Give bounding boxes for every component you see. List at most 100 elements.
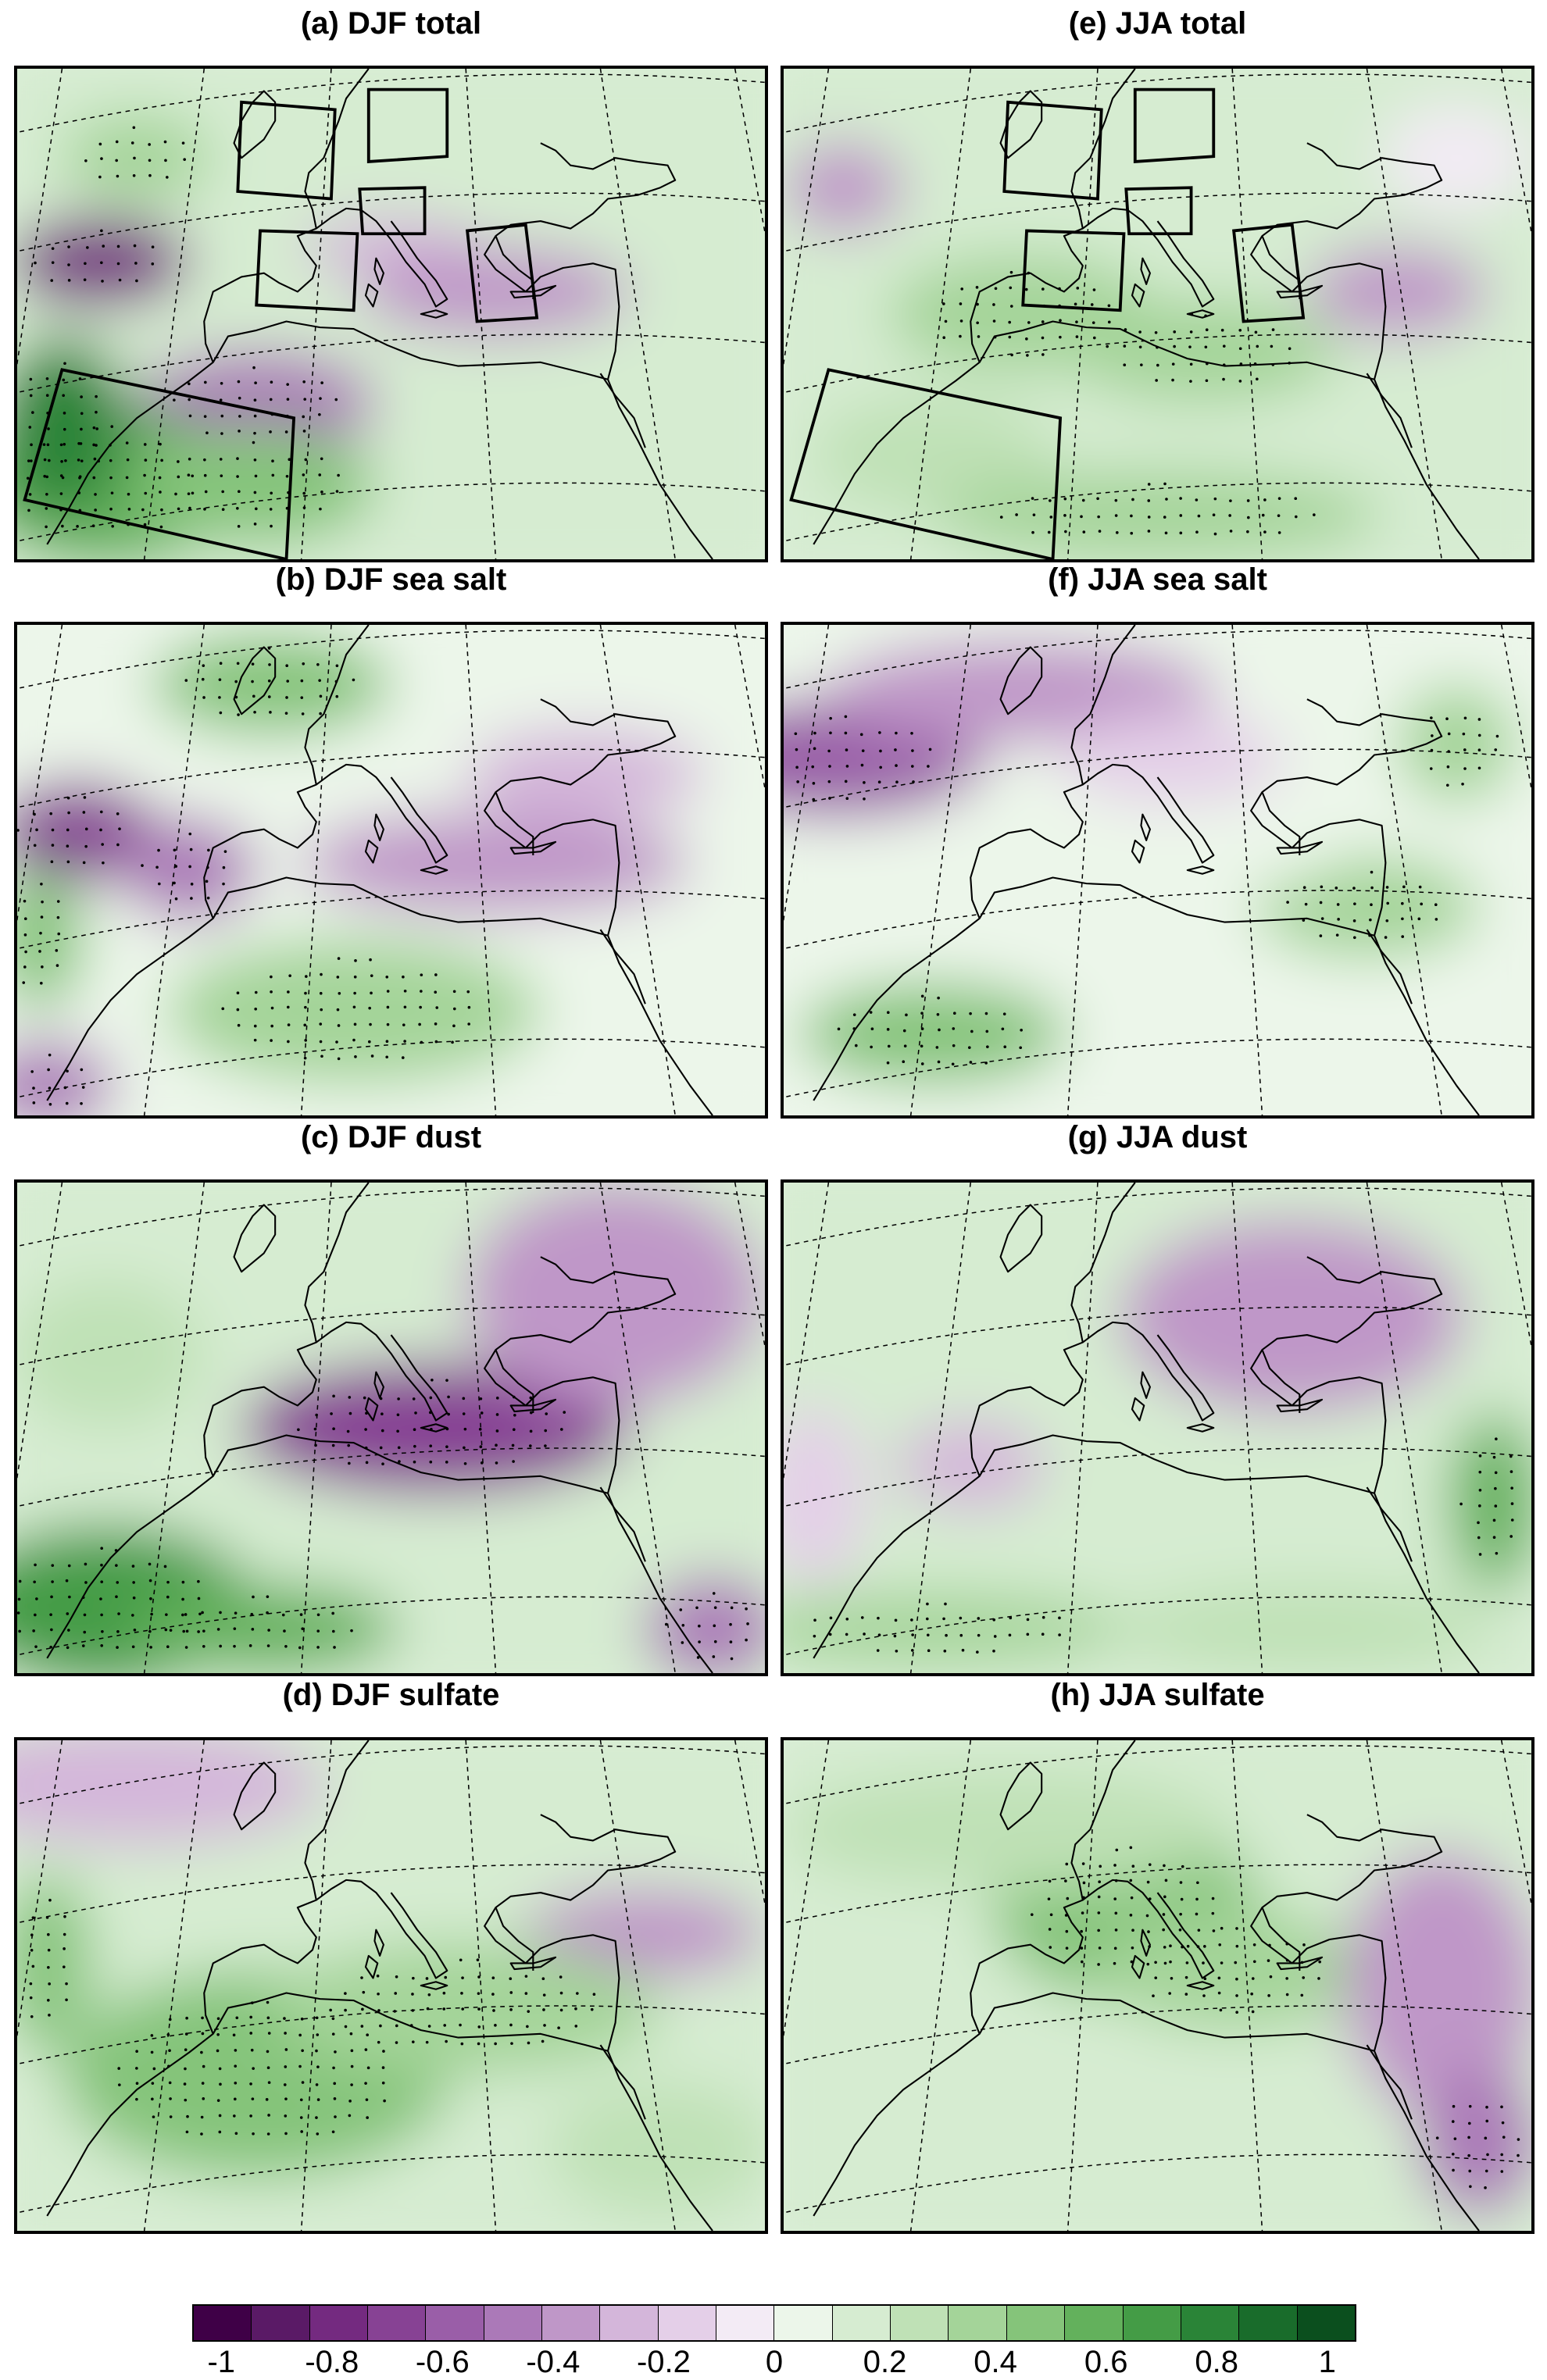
significance-stipple [26, 126, 340, 529]
coastline-segment [999, 1761, 1043, 1831]
anomaly-region [799, 981, 1068, 1086]
map-panel-e [781, 66, 1534, 562]
coastline-segment [495, 1907, 534, 1971]
map-svg-h [784, 1740, 1531, 2231]
coastline-segment [599, 2044, 646, 2120]
anomaly-region [1344, 1851, 1531, 2120]
colorbar-bin [657, 2306, 716, 2340]
region-box [358, 186, 427, 236]
coastline-segment [1276, 1956, 1324, 1971]
colorbar-bin [1064, 2306, 1123, 2340]
coastline-segment [364, 283, 379, 308]
coastline-segment [999, 646, 1043, 715]
anomaly-region [1067, 298, 1338, 404]
anomaly-region [1120, 1219, 1464, 1413]
coastline-segment [420, 865, 448, 875]
coastline-segment [999, 90, 1043, 159]
map-panel-d [14, 1737, 768, 2234]
coastline-segment [1131, 283, 1145, 308]
panel-title-h: (h) JJA sulfate [1050, 1678, 1265, 1712]
region-box [236, 100, 337, 201]
anomaly-field [17, 1183, 765, 1673]
coastline-segment [495, 791, 534, 855]
map-panel-g [781, 1179, 1534, 1676]
region-box [1133, 87, 1216, 163]
coastline-segment [1250, 698, 1443, 936]
coastline-segment [1070, 1740, 1136, 1900]
colorbar-bin [716, 2306, 774, 2340]
colorbar-bin [599, 2306, 658, 2340]
anomaly-region [784, 1851, 963, 2120]
anomaly-field [784, 69, 1531, 559]
coastline-segment [1140, 257, 1151, 285]
coastline [813, 625, 1480, 1115]
coastline-segment [46, 876, 713, 1115]
panel-title-d: (d) DJF sulfate [282, 1678, 500, 1712]
coastline-segment [373, 813, 384, 841]
coastline-segment [373, 1929, 384, 1957]
coastline [813, 69, 1480, 559]
coastline-segment [46, 1434, 713, 1673]
map-panel-a [14, 66, 768, 562]
panel-title-c: (c) DJF dust [300, 1120, 482, 1154]
panel-title-f: (f) JJA sea salt [1048, 562, 1267, 597]
colorbar-tick-label: 0.8 [1195, 2345, 1238, 2379]
coastline-segment [233, 1204, 277, 1273]
anomaly-region [784, 143, 904, 233]
coastline-segment [1186, 865, 1215, 875]
anomaly-region [17, 1040, 115, 1115]
colorbar-tick-label: 0.6 [1084, 2345, 1128, 2379]
colorbar-tick-label: 0.2 [863, 2345, 907, 2379]
coastline-segment [304, 1740, 370, 1900]
anomaly-region [17, 336, 130, 515]
anomaly-region [1396, 684, 1517, 804]
coastline-segment [203, 207, 448, 363]
panel-title-b: (b) DJF sea salt [275, 562, 507, 597]
anomaly-field [17, 1740, 765, 2231]
region-box [366, 87, 449, 163]
coastline-segment [364, 1397, 379, 1422]
coastline-segment [233, 90, 277, 159]
analysis-regions [789, 87, 1306, 559]
significance-stipple [17, 1378, 749, 1661]
coastline-segment [1186, 1981, 1215, 1990]
region-box [255, 229, 359, 312]
anomaly-region [933, 469, 1382, 559]
anomaly-region [645, 1576, 765, 1673]
coastline-segment [484, 1814, 677, 2051]
map-svg-d [17, 1740, 765, 2231]
significance-stipple [813, 1437, 1514, 1654]
coastline-segment [1366, 1486, 1413, 1562]
region-box [1021, 229, 1126, 312]
coastline-segment [1070, 1183, 1136, 1343]
colorbar-tick-label: -0.8 [305, 2345, 359, 2379]
colorbar-tick-label: 0.4 [974, 2345, 1017, 2379]
anomaly-region [1381, 105, 1531, 210]
map-panel-c [14, 1179, 768, 1676]
colorbar-tick-label: 0 [765, 2345, 784, 2379]
coastline-segment [1070, 625, 1136, 785]
colorbar-bin [367, 2306, 426, 2340]
colorbar-bin [194, 2306, 252, 2340]
anomaly-region [828, 640, 1218, 744]
coastline-segment [203, 1879, 448, 2035]
coastline-segment [364, 839, 379, 864]
region-box [789, 368, 1063, 559]
coastline-segment [813, 876, 1480, 1115]
anomaly-region [301, 810, 691, 915]
panel-title-e: (e) JJA total [1068, 6, 1247, 41]
anomaly-region [121, 818, 257, 922]
coastline-segment [509, 284, 557, 299]
region-box [1002, 100, 1103, 201]
coastline-segment [373, 257, 384, 285]
anomaly-region [17, 217, 190, 307]
anomaly-region [466, 729, 706, 819]
coastline-segment [420, 309, 448, 319]
coastline-segment [304, 625, 370, 785]
coastline-segment [1366, 929, 1413, 1004]
colorbar-tick-label: -0.6 [415, 2345, 470, 2379]
anomaly-field [784, 625, 1531, 1115]
coastline-segment [484, 698, 677, 936]
anomaly-field [784, 1740, 1531, 2231]
anomaly-field [784, 1183, 1531, 1673]
